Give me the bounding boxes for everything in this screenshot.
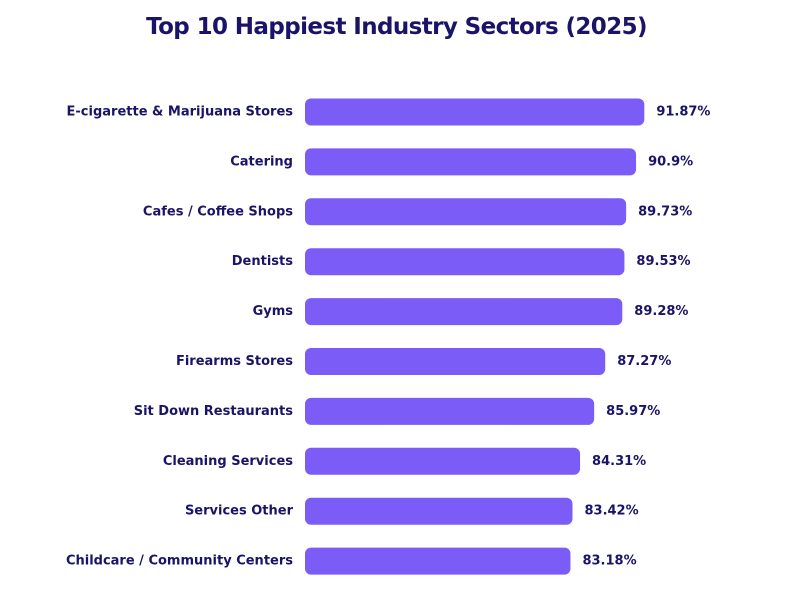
bar (305, 198, 627, 226)
category-label: Dentists (232, 254, 293, 269)
bar-row: Catering 90.9% (230, 148, 693, 176)
category-label: E-cigarette & Marijuana Stores (67, 105, 294, 120)
bar (305, 348, 606, 375)
category-label: Gyms (253, 304, 294, 319)
bar (305, 447, 581, 475)
value-label: 91.87% (656, 105, 710, 120)
category-label: Catering (230, 154, 293, 169)
bar-row: Sit Down Restaurants 85.97% (134, 397, 660, 425)
bar-row: Services Other 83.42% (185, 497, 639, 525)
value-label: 90.9% (648, 154, 693, 169)
bar-row: E-cigarette & Marijuana Stores 91.87% (67, 98, 710, 126)
value-label: 87.27% (617, 354, 671, 369)
bar (305, 497, 573, 525)
value-label: 84.31% (592, 454, 646, 469)
category-label: Childcare / Community Centers (66, 554, 293, 569)
bar (305, 148, 637, 176)
value-label: 85.97% (606, 404, 660, 419)
bar-row: Childcare / Community Centers 83.18% (66, 547, 637, 575)
bar (305, 248, 625, 276)
category-label: Services Other (185, 504, 294, 519)
value-label: 89.73% (638, 204, 692, 219)
category-label: Cafes / Coffee Shops (143, 204, 293, 219)
value-label: 89.28% (634, 304, 688, 319)
bar-row: Cafes / Coffee Shops 89.73% (143, 198, 692, 226)
category-label: Sit Down Restaurants (134, 404, 294, 419)
bar-row: Firearms Stores 87.27% (176, 348, 671, 375)
bar-row: Cleaning Services 84.31% (163, 447, 646, 475)
bar (305, 397, 595, 425)
bar (305, 298, 623, 326)
category-label: Firearms Stores (176, 354, 293, 369)
value-label: 83.18% (582, 554, 636, 569)
value-label: 83.42% (584, 504, 638, 519)
value-label: 89.53% (636, 254, 690, 269)
bar-row: Dentists 89.53% (232, 248, 691, 276)
bar-row: Gyms 89.28% (253, 298, 688, 326)
bar (305, 547, 571, 575)
category-label: Cleaning Services (163, 454, 293, 469)
chart-title: Top 10 Happiest Industry Sectors (2025) (146, 14, 647, 40)
bar (305, 98, 645, 126)
